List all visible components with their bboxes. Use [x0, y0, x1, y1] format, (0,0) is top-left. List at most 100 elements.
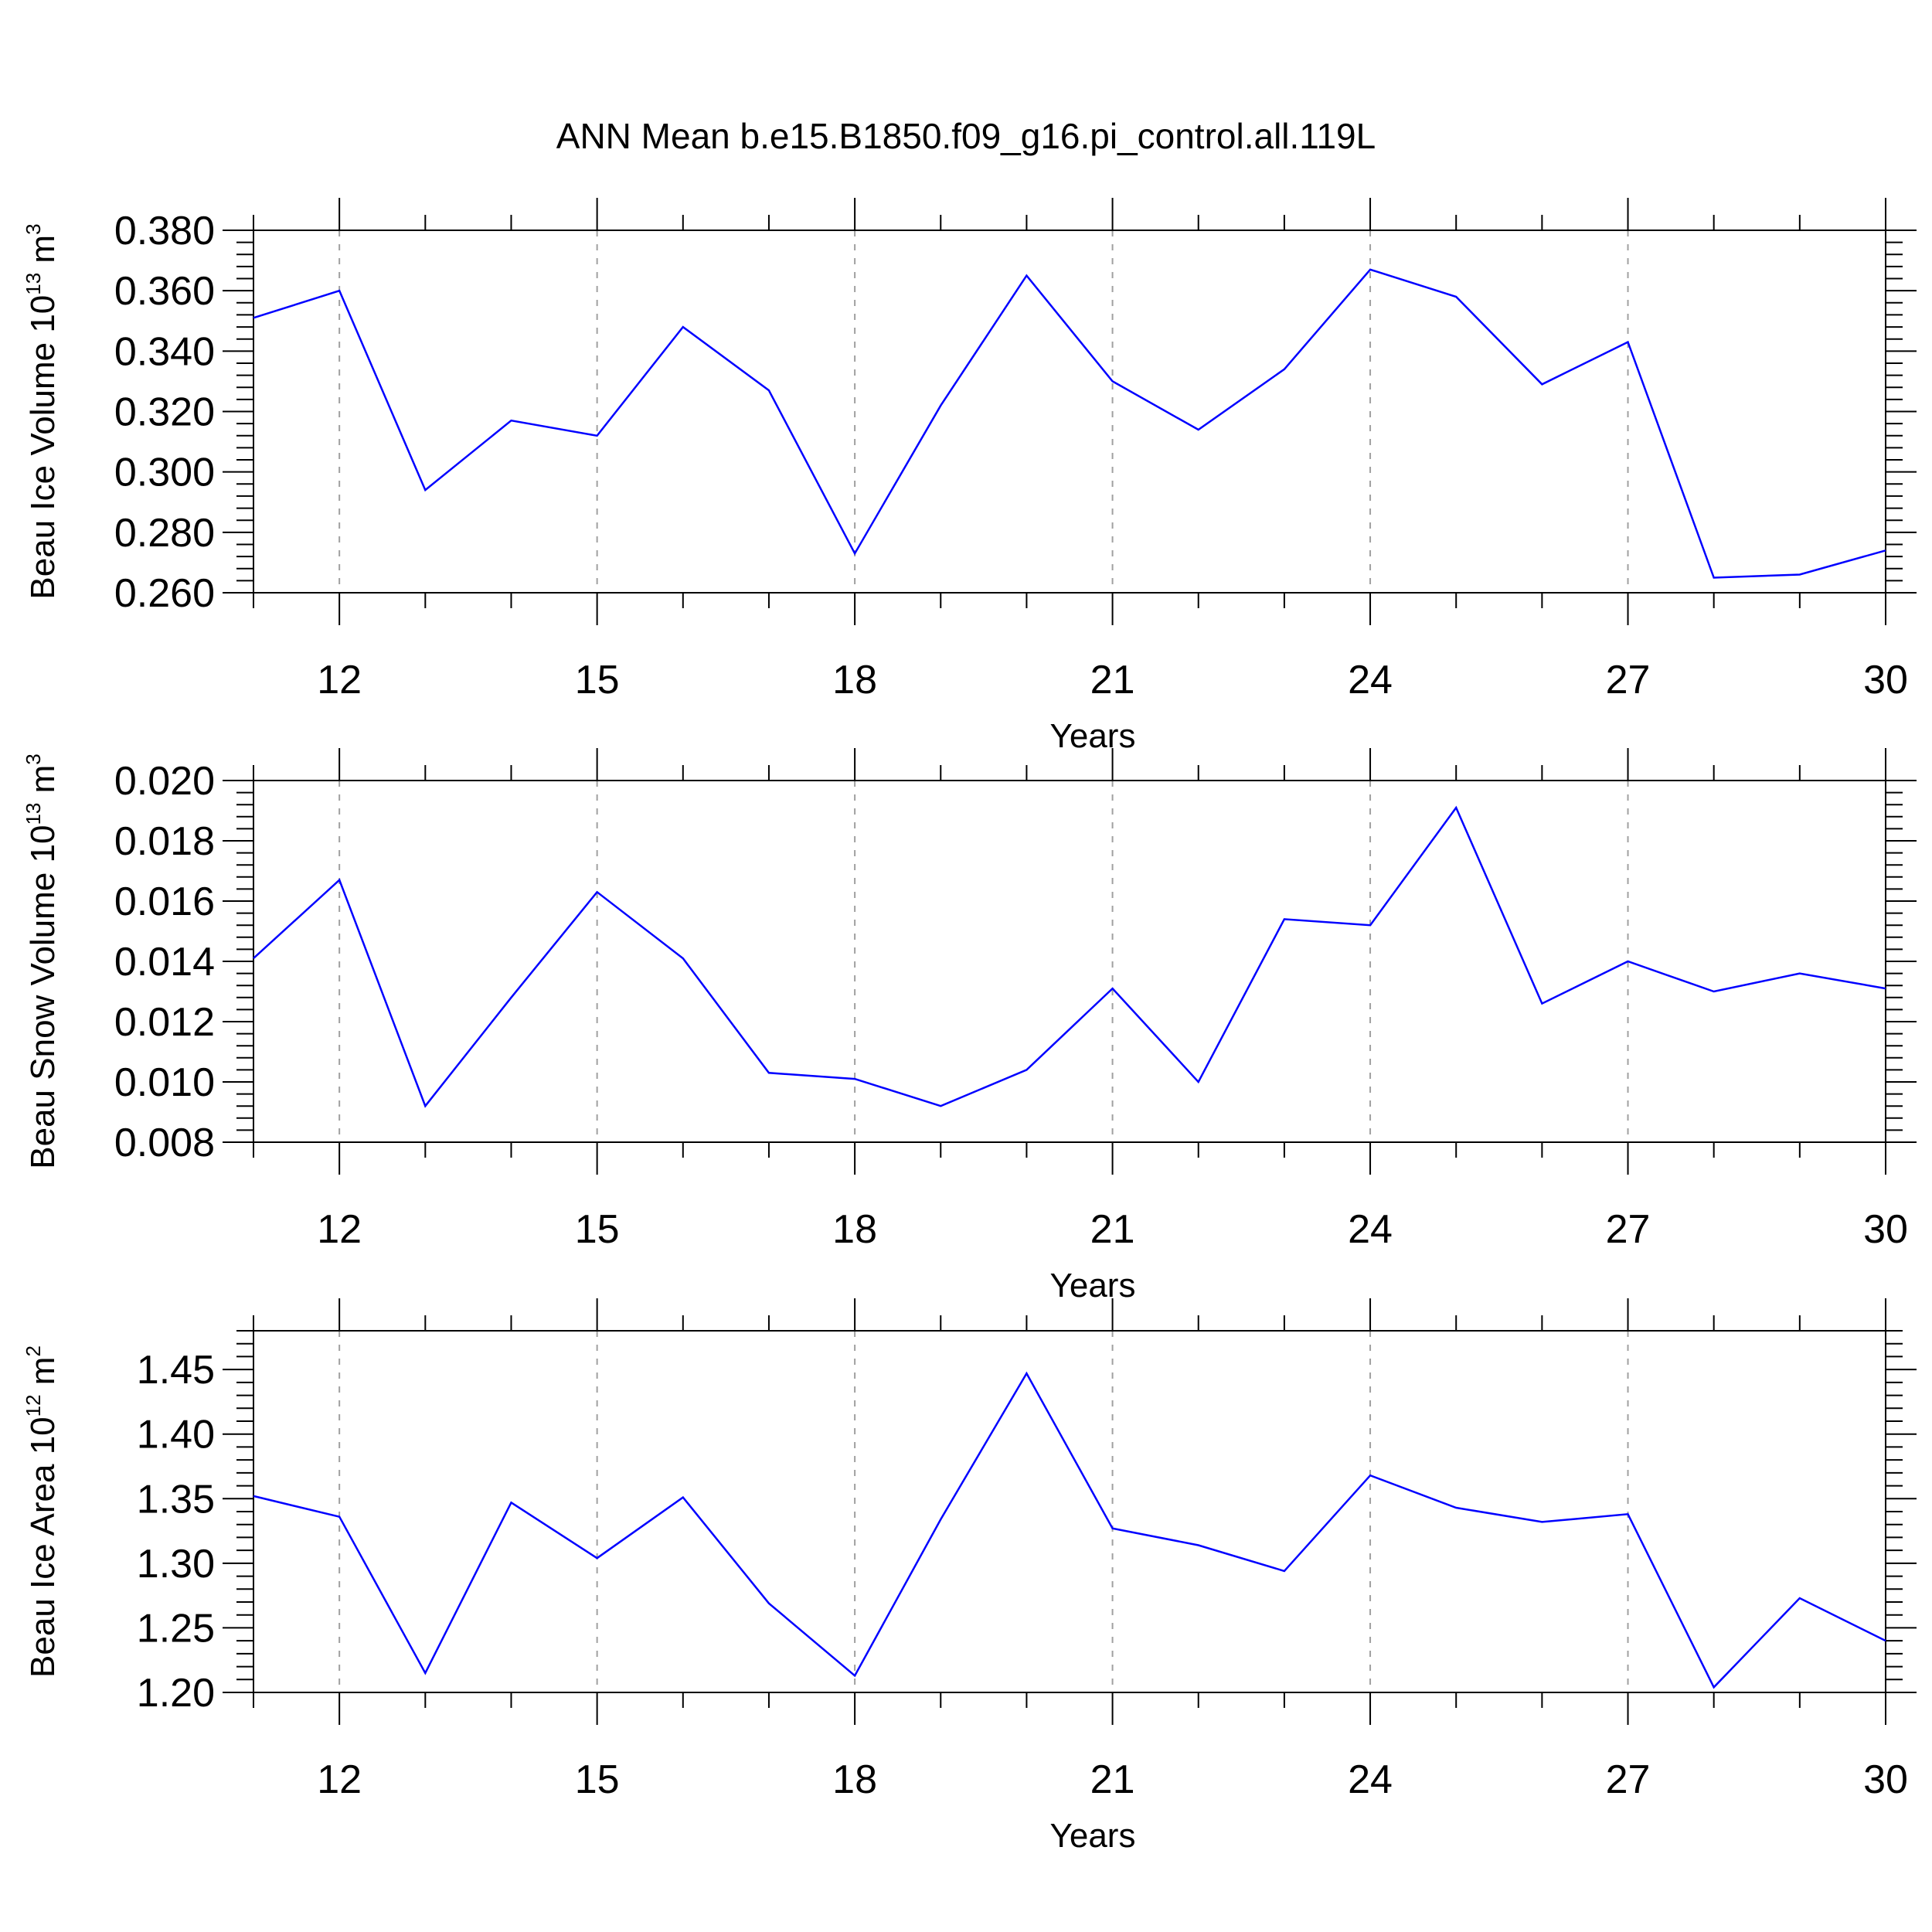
- data-point: [595, 889, 600, 894]
- y-axis-label-superscript: 3: [22, 223, 45, 234]
- plot-frame: [253, 230, 1886, 594]
- y-tick-label: 0.380: [114, 209, 215, 253]
- data-point: [852, 551, 857, 556]
- x-tick-label: 12: [317, 1757, 362, 1802]
- data-point: [1712, 575, 1716, 580]
- data-point: [1454, 805, 1458, 810]
- x-tick-label: 18: [832, 1757, 877, 1802]
- y-tick-label: 0.340: [114, 329, 215, 374]
- data-point: [1111, 1526, 1115, 1531]
- data-point: [1282, 917, 1287, 921]
- y-tick-label: 0.014: [114, 940, 215, 985]
- y-tick-label: 1.20: [137, 1671, 215, 1716]
- panel-1: 0.260 0.280 0.300 0.320 0.340 0.360 0.380 12 15 1…: [22, 198, 1917, 755]
- data-point: [1712, 989, 1716, 994]
- y-axis-label-text: m: [24, 765, 62, 803]
- y-axis-label-text: Beau Snow Volume 10: [24, 825, 62, 1169]
- y-tick-label: 0.260: [114, 571, 215, 616]
- x-tick-label: 24: [1348, 1207, 1393, 1252]
- data-point: [337, 1515, 342, 1519]
- plot-frame: [253, 1330, 1886, 1693]
- data-point: [1626, 340, 1631, 345]
- y-tick-label: 0.020: [114, 759, 215, 804]
- data-point: [852, 1673, 857, 1678]
- data-point: [509, 418, 513, 423]
- data-point: [1539, 382, 1544, 386]
- data-point: [1626, 959, 1631, 964]
- data-point: [767, 388, 771, 393]
- y-tick-label: 1.40: [137, 1413, 215, 1458]
- data-point: [938, 1104, 943, 1108]
- y-axis-label: Beau Snow Volume 1013 m3: [22, 753, 62, 1168]
- x-tick-label: 27: [1606, 658, 1651, 702]
- data-point: [1368, 1473, 1372, 1478]
- plot-frame: [253, 780, 1886, 1143]
- data-point: [337, 288, 342, 293]
- x-axis-label: Years: [1050, 717, 1136, 755]
- y-tick-label: 0.008: [114, 1121, 215, 1165]
- x-tick-label: 30: [1863, 658, 1908, 702]
- data-point: [1196, 1543, 1201, 1547]
- x-tick-label: 24: [1348, 658, 1393, 702]
- y-tick-label: 0.300: [114, 451, 215, 495]
- data-point: [1024, 1371, 1029, 1376]
- data-point: [852, 1077, 857, 1081]
- data-point: [1712, 1685, 1716, 1689]
- y-tick-label: 1.30: [137, 1542, 215, 1587]
- y-tick-label: 1.45: [137, 1348, 215, 1393]
- y-tick-label: 1.35: [137, 1477, 215, 1522]
- data-point: [1798, 573, 1802, 577]
- data-point: [1454, 294, 1458, 299]
- data-point: [1024, 274, 1029, 278]
- data-point: [1024, 1067, 1029, 1072]
- y-axis-label-superscript: 12: [22, 1394, 45, 1417]
- data-point: [938, 403, 943, 408]
- data-point: [1282, 367, 1287, 372]
- y-axis-label-text: m: [24, 235, 62, 273]
- y-tick-label: 0.010: [114, 1060, 215, 1105]
- data-point: [1539, 1002, 1544, 1006]
- data-point: [251, 315, 256, 320]
- data-point: [423, 1104, 427, 1108]
- y-axis-label-superscript: 2: [22, 1345, 45, 1356]
- data-point: [423, 1671, 427, 1675]
- x-tick-label: 21: [1090, 1207, 1135, 1252]
- data-point: [767, 1070, 771, 1075]
- series-line: [253, 805, 1886, 1108]
- series-line: [253, 1371, 1886, 1689]
- data-point: [938, 1517, 943, 1522]
- y-tick-label: 0.280: [114, 511, 215, 556]
- x-tick-label: 15: [575, 1207, 620, 1252]
- x-tick-label: 27: [1606, 1207, 1651, 1252]
- x-tick-label: 12: [317, 658, 362, 702]
- data-point: [1196, 427, 1201, 432]
- data-point: [1883, 548, 1888, 553]
- x-tick-label: 24: [1348, 1757, 1393, 1802]
- data-point: [337, 878, 342, 883]
- x-tick-label: 30: [1863, 1757, 1908, 1802]
- data-point: [1883, 986, 1888, 991]
- data-point: [1798, 1596, 1802, 1600]
- data-point: [595, 1556, 600, 1560]
- data-point: [681, 325, 685, 329]
- data-point: [1196, 1080, 1201, 1084]
- x-tick-label: 18: [832, 658, 877, 702]
- x-tick-label: 12: [317, 1207, 362, 1252]
- y-axis-label-text: Beau Ice Area 10: [24, 1417, 62, 1678]
- x-tick-label: 30: [1863, 1207, 1908, 1252]
- data-point: [1539, 1519, 1544, 1524]
- data-point: [1883, 1638, 1888, 1643]
- y-axis-label-text: Beau Ice Volume 10: [24, 295, 62, 600]
- data-point: [1282, 1569, 1287, 1573]
- x-tick-label: 21: [1090, 1757, 1135, 1802]
- x-tick-label: 18: [832, 1207, 877, 1252]
- data-point: [423, 488, 427, 492]
- panel-3: 1.20 1.25 1.30 1.35 1.40 1.45 12 15 18 21 24 27 30 Ye…: [22, 1298, 1917, 1855]
- y-axis-label-text: m: [24, 1357, 62, 1395]
- x-axis-label: Years: [1050, 1817, 1136, 1855]
- y-tick-label: 0.012: [114, 1000, 215, 1045]
- y-tick-label: 0.018: [114, 819, 215, 864]
- y-tick-label: 0.016: [114, 879, 215, 924]
